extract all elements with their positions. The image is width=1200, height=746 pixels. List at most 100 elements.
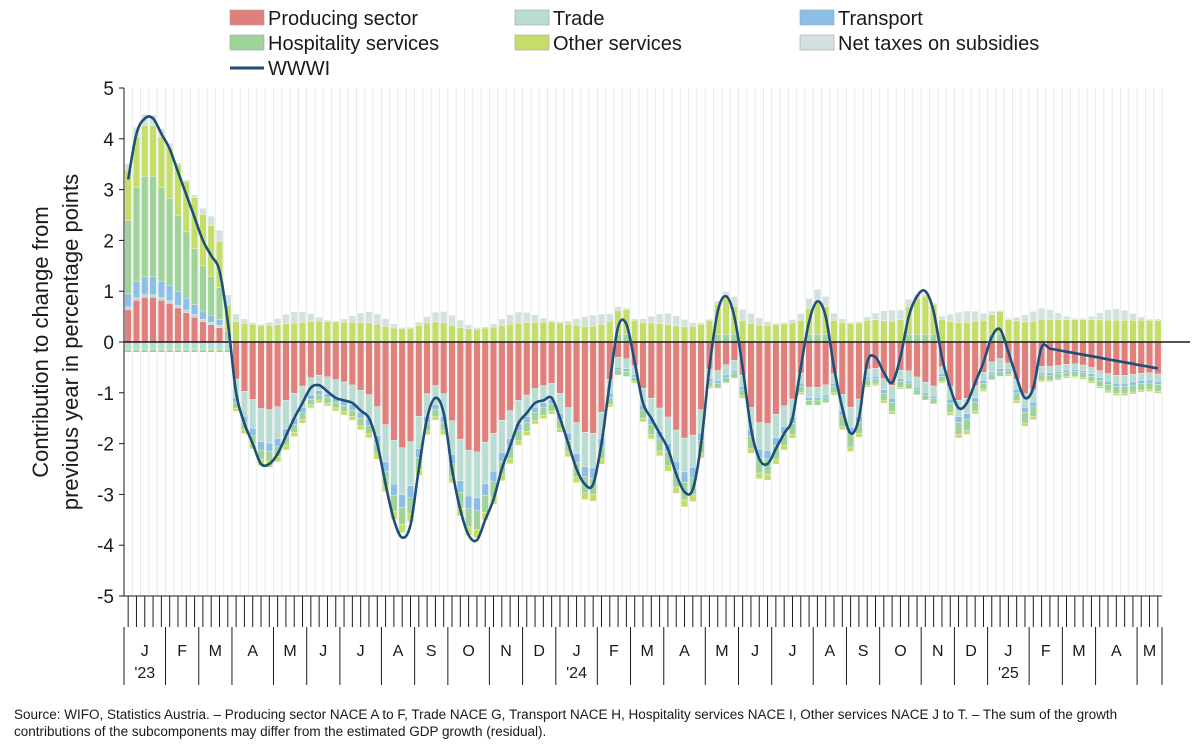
bar-hospitality (971, 401, 979, 412)
month-label: D (533, 643, 545, 660)
bar-producing (390, 341, 398, 441)
bar-producing (623, 341, 630, 359)
y-tick-label: 5 (103, 79, 114, 100)
bar-other (324, 321, 331, 343)
bar-other (1071, 376, 1079, 378)
bar-other (581, 492, 589, 500)
bar-transport (722, 374, 730, 378)
bar-taxes (598, 313, 605, 325)
bar-other (498, 325, 506, 343)
month-label: M (715, 643, 728, 660)
bar-transport (1038, 372, 1045, 376)
bar-taxes (1063, 316, 1070, 320)
bar-other (465, 328, 473, 343)
bar-trade (1104, 373, 1112, 382)
year-label: '24 (566, 665, 587, 682)
bar-transport (207, 315, 215, 323)
bar-other (241, 323, 248, 343)
bar-producing (340, 341, 348, 383)
bar-other (348, 416, 356, 421)
bar-trade (764, 423, 771, 451)
bar-other (755, 472, 763, 479)
bar-hospitality (1029, 406, 1037, 417)
bar-producing (141, 297, 149, 343)
bar-other (274, 324, 282, 343)
month-label: A (679, 643, 690, 660)
bar-other (872, 319, 879, 343)
bar-trade (274, 406, 282, 439)
bar-other (290, 322, 298, 343)
bar-other (631, 320, 639, 343)
bar-other (888, 411, 896, 415)
bar-other (415, 325, 423, 343)
bar-producing (589, 341, 597, 434)
bar-other (789, 434, 796, 439)
bar-producing (257, 341, 265, 409)
bar-producing (1121, 341, 1129, 376)
bar-trade (157, 341, 165, 350)
bar-taxes (191, 194, 198, 198)
bar-producing (955, 341, 962, 401)
bar-transport (921, 392, 929, 396)
bar-producing (149, 297, 157, 343)
bar-other (1121, 320, 1129, 343)
bar-taxes (490, 323, 497, 328)
bar-other (963, 322, 971, 343)
bar-hospitality (946, 403, 954, 413)
bar-hospitality (880, 393, 888, 401)
bar-other (1071, 319, 1079, 343)
bar-transport (1013, 389, 1021, 394)
bar-other (448, 325, 456, 343)
bar-transport (1104, 381, 1112, 385)
bar-other (315, 321, 323, 343)
bar-hospitality (722, 377, 730, 383)
bar-taxes (996, 310, 1004, 312)
bar-producing (722, 341, 730, 365)
bar-trade (315, 374, 323, 392)
bar-other (880, 400, 888, 404)
bar-other (772, 324, 780, 343)
legend-swatch-hospitality (229, 34, 265, 51)
bar-transport (456, 480, 464, 493)
x-axis: J '23 F M A M J J A S O N D J '24 F M A M J J A S O N D J '25 F M A M (123, 595, 1163, 685)
bar-taxes (888, 309, 896, 322)
bar-hospitality (207, 349, 215, 353)
bar-producing (681, 341, 688, 439)
bar-other (797, 320, 805, 343)
bar-transport (805, 397, 813, 401)
bar-taxes (855, 321, 863, 324)
legend-swatch-trade (514, 9, 550, 26)
legend-swatch-other (514, 34, 550, 51)
bar-taxes (647, 316, 655, 324)
bar-other (407, 328, 414, 343)
bar-hospitality (1021, 412, 1029, 424)
bar-taxes (432, 312, 439, 323)
bar-other (1054, 319, 1062, 343)
bar-trade (1121, 375, 1129, 384)
bar-other (971, 321, 979, 343)
bar-producing (747, 341, 755, 408)
legend-swatch-producing (229, 9, 265, 26)
bar-transport (407, 485, 414, 498)
bar-other (299, 419, 306, 424)
bar-hospitality (714, 383, 722, 389)
bar-other (863, 320, 871, 343)
bar-other (664, 465, 672, 472)
bar-other (855, 322, 863, 343)
bar-other (432, 416, 439, 421)
bar-taxes (664, 313, 672, 325)
bar-producing (207, 324, 215, 343)
bar-taxes (365, 311, 373, 324)
bar-trade (141, 294, 149, 298)
bar-other (755, 324, 763, 343)
bar-taxes (523, 312, 531, 323)
bar-other (539, 415, 547, 419)
y-tick-label: 3 (103, 181, 114, 202)
bar-producing (780, 341, 788, 407)
y-tick-label: 2 (103, 231, 114, 252)
bar-transport (166, 285, 174, 302)
bar-trade (390, 440, 398, 485)
bar-taxes (631, 318, 639, 321)
bar-producing (365, 341, 373, 395)
bar-other (1146, 320, 1153, 343)
